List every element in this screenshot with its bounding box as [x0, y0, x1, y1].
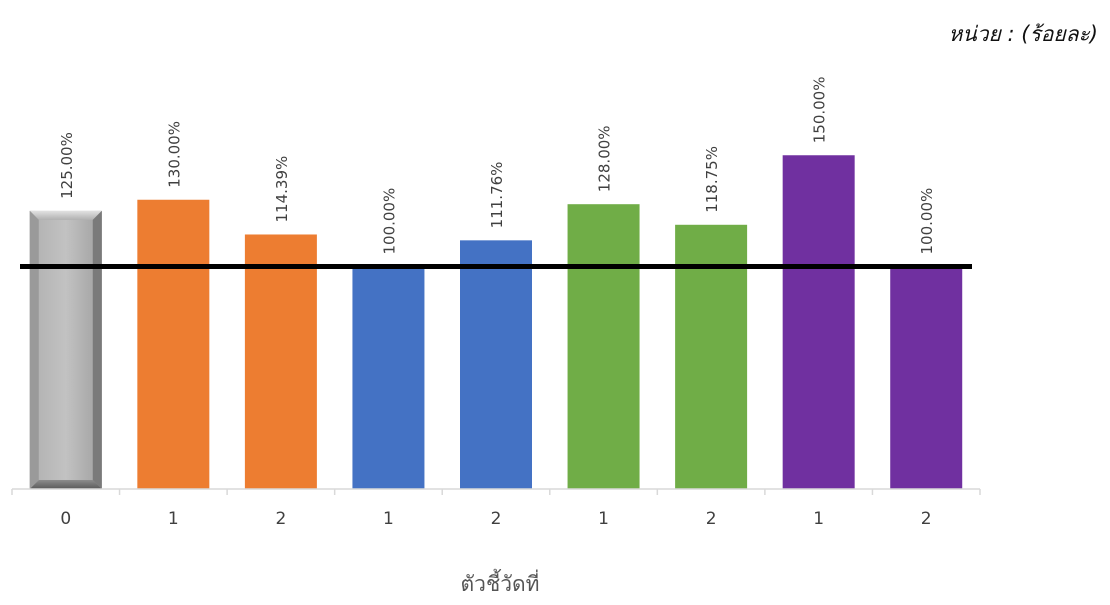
bar-1 [137, 199, 210, 489]
value-label-0: 125.00% [58, 132, 76, 199]
unit-label: หน่วย : (ร้อยละ) [948, 22, 1098, 46]
value-label-8: 100.00% [918, 188, 936, 255]
bar-4 [460, 240, 532, 489]
x-tick-label-1: 1 [168, 509, 179, 529]
value-label-7: 150.00% [811, 77, 829, 144]
x-tick-label-5: 1 [598, 509, 609, 529]
value-label-3: 100.00% [380, 188, 398, 255]
bar-3 [352, 266, 425, 489]
x-tick-label-2: 2 [275, 509, 286, 529]
value-label-4: 111.76% [488, 162, 506, 229]
x-tick-label-4: 2 [491, 509, 502, 529]
value-label-6: 118.75% [703, 146, 721, 213]
value-label-5: 128.00% [596, 125, 614, 192]
bar-7 [782, 155, 855, 489]
bar-2 [244, 234, 317, 489]
x-tick-label-6: 2 [706, 509, 717, 529]
value-label-2: 114.39% [273, 156, 291, 223]
bar-8 [890, 266, 963, 489]
x-tick-label-8: 2 [921, 509, 932, 529]
x-tick-label-0: 0 [60, 509, 71, 529]
bar-0 [29, 210, 102, 489]
bar-5 [567, 204, 640, 489]
x-tick-label-3: 1 [383, 509, 394, 529]
x-tick-label-7: 1 [813, 509, 824, 529]
x-axis-title: ตัวชี้วัดที่ [460, 572, 540, 596]
value-label-1: 130.00% [165, 121, 183, 188]
